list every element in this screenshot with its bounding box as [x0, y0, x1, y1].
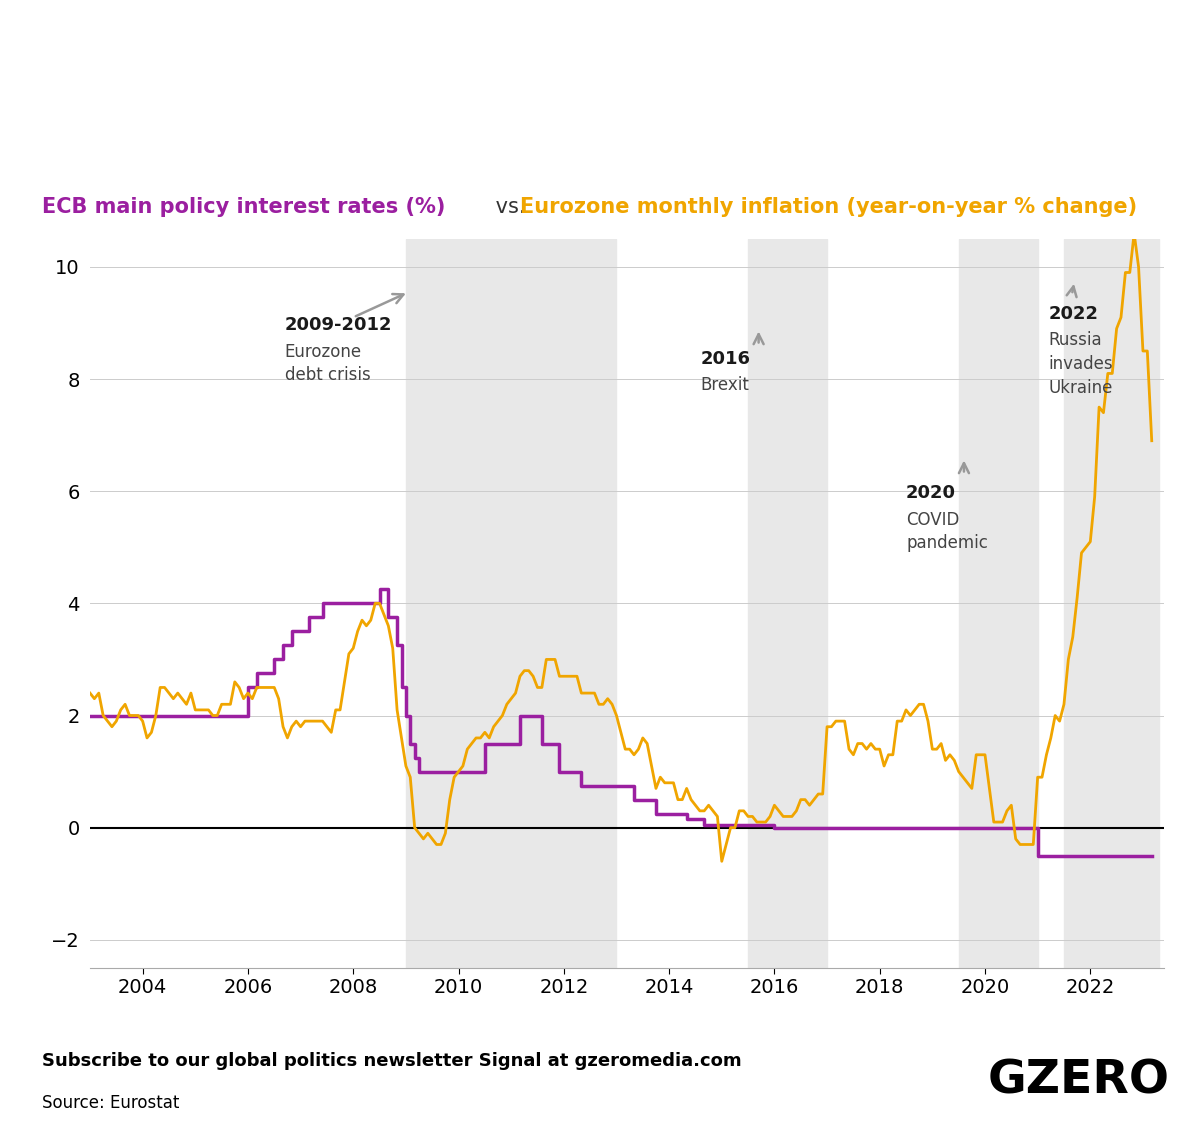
Text: COVID
pandemic: COVID pandemic: [906, 511, 988, 552]
Bar: [748, 239, 827, 968]
Text: Source: Eurostat: Source: Eurostat: [42, 1095, 179, 1113]
Text: Subscribe to our global politics newsletter Signal at gzeromedia.com: Subscribe to our global politics newslet…: [42, 1052, 742, 1070]
Text: 2020: 2020: [906, 484, 956, 503]
Text: GZERO: GZERO: [988, 1058, 1170, 1104]
Text: EU (finally) tackles inflation: EU (finally) tackles inflation: [42, 53, 1150, 121]
Text: Russia
invades
Ukraine: Russia invades Ukraine: [1048, 332, 1112, 396]
Text: vs.: vs.: [488, 197, 532, 217]
Text: 2009-2012: 2009-2012: [284, 316, 392, 334]
Text: ECB main policy interest rates (%): ECB main policy interest rates (%): [42, 197, 445, 217]
Bar: [406, 239, 617, 968]
Text: 2022: 2022: [1048, 305, 1098, 323]
Bar: [959, 239, 1038, 968]
Bar: [1064, 239, 1159, 968]
Text: Brexit: Brexit: [701, 376, 750, 394]
Text: Eurozone monthly inflation (year-on-year % change): Eurozone monthly inflation (year-on-year…: [520, 197, 1138, 217]
Text: 2016: 2016: [701, 350, 751, 368]
Text: Eurozone
debt crisis: Eurozone debt crisis: [284, 343, 371, 384]
